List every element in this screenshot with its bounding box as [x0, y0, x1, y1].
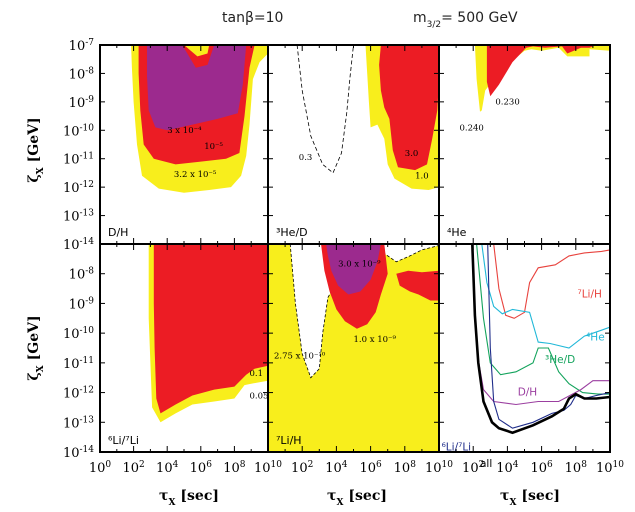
x-tick-label: 1010	[596, 460, 624, 476]
panel-plot-area	[268, 244, 439, 452]
x-tick-label: 104	[156, 460, 179, 476]
panel-plot-area	[471, 244, 610, 435]
contour-label-0: 0.3	[299, 153, 313, 163]
series-line-3	[471, 244, 610, 406]
x-tick-label: 104	[496, 460, 519, 476]
y-tick-label-top: 10-8	[69, 66, 95, 82]
x-tick-label: 108	[565, 460, 588, 476]
region-red-3	[396, 270, 439, 301]
header-gravitino-mass: m3/2= 500 GeV	[413, 10, 518, 30]
y-tick-label-top: 10-7	[69, 38, 95, 54]
x-tick-label: 102	[291, 460, 313, 476]
x-tick-label: 102	[462, 460, 484, 476]
panel-plot-area	[131, 45, 268, 193]
header-tanbeta: tanβ=10	[222, 10, 283, 26]
x-tick-label: 1010	[254, 460, 282, 476]
y-tick-label-bottom: 10-14	[63, 445, 94, 461]
series-line-5	[471, 244, 610, 435]
region-purple-2	[147, 45, 247, 131]
contour-label-1: 1.0 x 10⁻⁹	[354, 335, 397, 345]
xlabel-left: τX [sec]	[159, 488, 219, 508]
y-tick-label-top: 10-12	[63, 180, 94, 196]
panel-label-dh: D/H	[108, 226, 128, 239]
series-line-2	[476, 244, 610, 395]
panel-label-he: ⁴He	[447, 226, 467, 239]
panel-label-hed: ³He/D	[276, 226, 308, 239]
curve-label-5: all	[480, 458, 492, 470]
x-tick-label: 104	[325, 460, 348, 476]
y-tick-label-bottom: 10-11	[63, 356, 94, 372]
contour-label-0: 0.230	[495, 98, 519, 108]
panel-frame	[438, 44, 611, 245]
contour-label-1: 0.05	[250, 392, 269, 402]
x-tick-label: 106	[190, 460, 213, 476]
curve-label-1: ⁴He	[586, 332, 605, 344]
y-tick-label-top: 10-13	[63, 209, 94, 225]
contour-label-2: 2.75 x 10⁻¹⁰	[274, 351, 326, 361]
x-tick-label: 100	[89, 460, 112, 476]
region-red-1	[379, 45, 439, 171]
x-tick-label: 102	[122, 460, 144, 476]
panel-2: 0.230 0.240 ⁴He	[438, 44, 611, 245]
contour-label-2: 3.2 x 10⁻⁵	[174, 170, 217, 180]
curve-label-4: ⁶Li/⁷Li	[442, 442, 472, 454]
x-tick-label: 108	[394, 460, 417, 476]
contour-label-1: 0.240	[460, 123, 484, 133]
y-tick-label-bottom: 10-9	[69, 296, 95, 312]
x-tick-label: 106	[530, 460, 553, 476]
contour-label-1: 10⁻⁵	[204, 142, 223, 152]
series-line-1	[481, 244, 610, 349]
contour-label-2: 1.0	[415, 172, 429, 182]
panel-label-lih: ⁷Li/H	[276, 434, 302, 447]
curve-label-0: ⁷Li/H	[578, 289, 602, 301]
panel-plot-area	[474, 45, 610, 112]
y-tick-label-bottom: 10-10	[63, 326, 94, 342]
panel-label-lili: ⁶Li/⁷Li	[108, 434, 139, 447]
contour-label-0: 0.1	[250, 369, 264, 379]
y-tick-label-bottom: 10-13	[63, 415, 94, 431]
y-tick-label-top: 10-10	[63, 123, 94, 139]
contour-label-1: 3.0	[405, 149, 419, 159]
x-tick-label: 108	[223, 460, 246, 476]
series-line-0	[493, 244, 610, 319]
panel-frame	[438, 243, 611, 453]
panel-3: 0.1 0.05 ⁶Li/⁷Li	[99, 243, 269, 453]
panel-5: ⁷Li/H ⁴He ³He/D D/H ⁶Li/⁷Li all	[438, 243, 611, 470]
xlabel-right: τX [sec]	[500, 488, 560, 508]
y-tick-label-top: 10-14	[63, 237, 94, 253]
panel-plot-area	[296, 45, 439, 190]
panel-plot-area	[148, 244, 268, 423]
y-tick-label-top: 10-9	[69, 95, 95, 111]
contour-label-0: 3 x 10⁻⁴	[167, 126, 202, 136]
y-tick-label-bottom: 10-12	[63, 386, 94, 402]
x-tick-label: 1010	[425, 460, 453, 476]
ylabel-bottom: ζX[GeV]	[26, 315, 46, 380]
panel-0: 3 x 10⁻⁴10⁻⁵ 3.2 x 10⁻⁵ D/H	[99, 44, 269, 245]
curve-label-2: ³He/D	[545, 354, 575, 366]
ylabel-top: ζX[GeV]	[26, 117, 46, 182]
xlabel-middle: τX [sec]	[327, 488, 387, 508]
contour-label-0: 3.0 x 10⁻⁹	[338, 259, 381, 269]
y-tick-label-top: 10-11	[63, 152, 94, 168]
x-tick-label: 106	[359, 460, 382, 476]
panel-1: 0.3 3.0 1.0 ³He/D	[267, 44, 440, 245]
region-red-1	[486, 45, 610, 97]
curve-label-3: D/H	[518, 387, 538, 399]
region-red-1	[153, 244, 268, 414]
axis-ticks: 100 102 104 106 108 1010 102 104 106 108 1010 102 10…	[63, 38, 624, 476]
y-tick-label-bottom: 10-8	[69, 267, 95, 283]
panel-4: 3.0 x 10⁻⁹ 1.0 x 10⁻⁹ 2.75 x 10⁻¹⁰ ⁷Li/H	[267, 243, 440, 453]
contour-dashed-0	[296, 45, 354, 174]
plot-panels: 3 x 10⁻⁴10⁻⁵3.2 x 10⁻⁵D/H0.3 3.01.0³He/D0…	[99, 44, 611, 470]
region-purple-4	[326, 244, 381, 295]
